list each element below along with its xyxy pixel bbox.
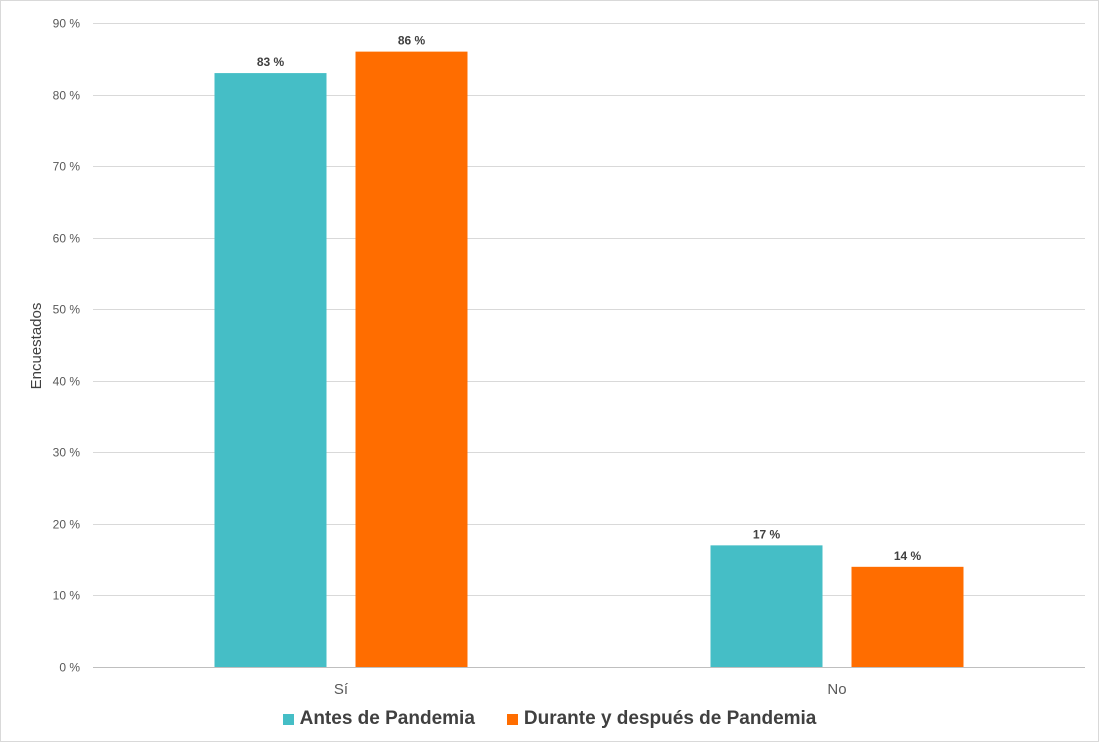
data-label: 17 %	[753, 527, 781, 541]
bar-1-2	[710, 545, 823, 667]
y-tick-label: 30 %	[53, 446, 81, 460]
legend: Antes de Pandemia Durante y después de P…	[0, 708, 1099, 730]
data-label: 83 %	[257, 55, 285, 69]
legend-item-series-2: Durante y después de Pandemia	[506, 708, 817, 730]
y-tick-label: 20 %	[53, 518, 81, 532]
legend-label-series-1: Antes de Pandemia	[299, 708, 475, 729]
legend-label-series-2: Durante y después de Pandemia	[523, 708, 817, 729]
y-tick-label: 40 %	[53, 375, 81, 389]
x-category-label: No	[827, 681, 846, 698]
y-tick-label: 70 %	[53, 160, 81, 174]
legend-swatch-series-2	[506, 713, 518, 725]
bar-2-2	[851, 566, 964, 667]
data-label: 86 %	[398, 34, 426, 48]
y-axis-title: Encuestados	[28, 303, 45, 390]
y-axis-ticks: 0 % 10 % 20 % 30 % 40 % 50 % 60 % 70 % 80 % 90 %	[53, 17, 81, 675]
x-axis-categories: Sí No	[334, 681, 847, 698]
bars	[214, 51, 964, 668]
y-tick-label: 10 %	[53, 589, 81, 603]
y-tick-label: 90 %	[53, 17, 81, 31]
bar-1-1	[214, 73, 327, 668]
y-tick-label: 60 %	[53, 232, 81, 246]
y-tick-label: 80 %	[53, 89, 81, 103]
legend-item-series-1: Antes de Pandemia	[282, 708, 475, 730]
bar-2-1	[355, 51, 468, 668]
data-label: 14 %	[894, 549, 922, 563]
data-labels: 83 % 86 % 17 % 14 %	[257, 34, 922, 563]
legend-swatch-series-1	[282, 713, 294, 725]
x-category-label: Sí	[334, 681, 349, 698]
y-tick-label: 0 %	[59, 661, 80, 675]
y-tick-label: 50 %	[53, 303, 81, 317]
